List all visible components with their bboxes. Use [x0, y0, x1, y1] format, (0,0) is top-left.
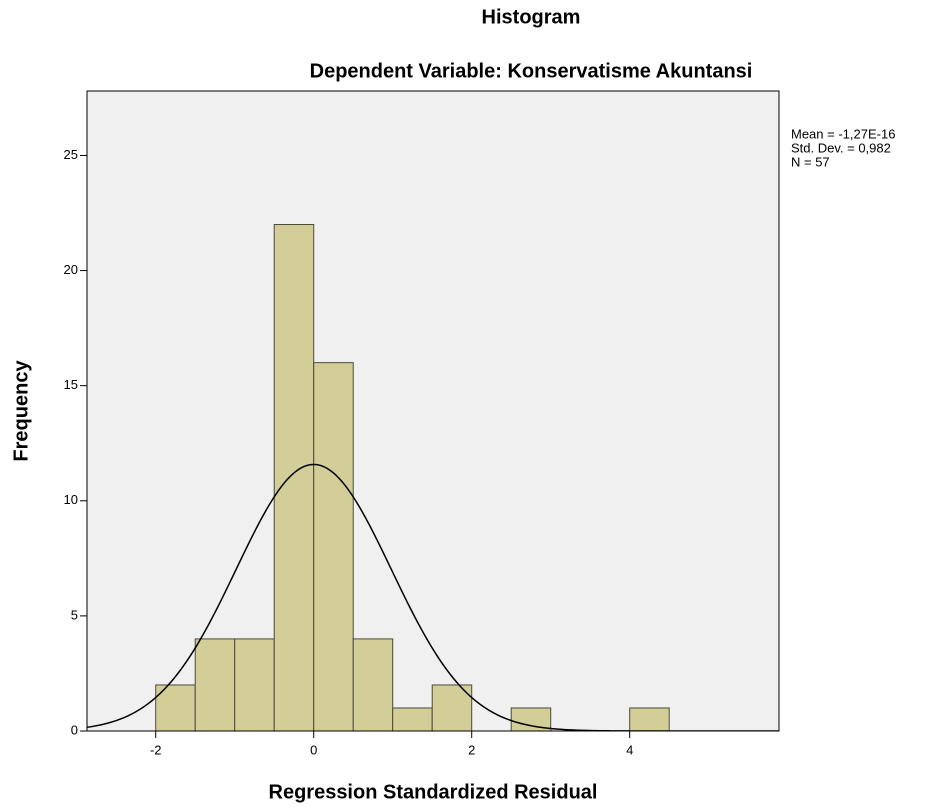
bar	[629, 707, 670, 732]
plot-background	[87, 91, 779, 731]
x-tick-label: -2	[150, 742, 162, 757]
stat-label: Mean = -1,27E-16	[791, 126, 895, 141]
x-tick-label: 2	[468, 742, 475, 757]
bar	[313, 362, 354, 732]
stat-label: Std. Dev. = 0,982	[791, 140, 891, 155]
y-axis-label: Frequency	[10, 360, 32, 462]
y-tick-label: 10	[64, 492, 78, 507]
x-axis-label: Regression Standardized Residual	[269, 781, 598, 803]
bar	[234, 638, 275, 732]
stat-label: N = 57	[791, 154, 830, 169]
y-tick-label: 15	[64, 377, 78, 392]
chart-subtitle: Dependent Variable: Konservatisme Akunta…	[310, 60, 753, 82]
bar	[273, 224, 315, 732]
plot-frame	[86, 90, 780, 732]
chart-title: Histogram	[482, 6, 581, 28]
y-tick-label: 20	[64, 262, 78, 277]
bar	[352, 638, 394, 732]
x-tick-label: 0	[310, 742, 317, 757]
bar	[431, 684, 473, 732]
y-tick-label: 25	[64, 147, 78, 162]
y-tick-label: 5	[71, 607, 78, 622]
bar	[194, 638, 236, 732]
bar	[392, 707, 433, 732]
x-tick-label: 4	[626, 742, 633, 757]
y-tick-label: 0	[71, 722, 78, 737]
bar	[155, 684, 196, 732]
